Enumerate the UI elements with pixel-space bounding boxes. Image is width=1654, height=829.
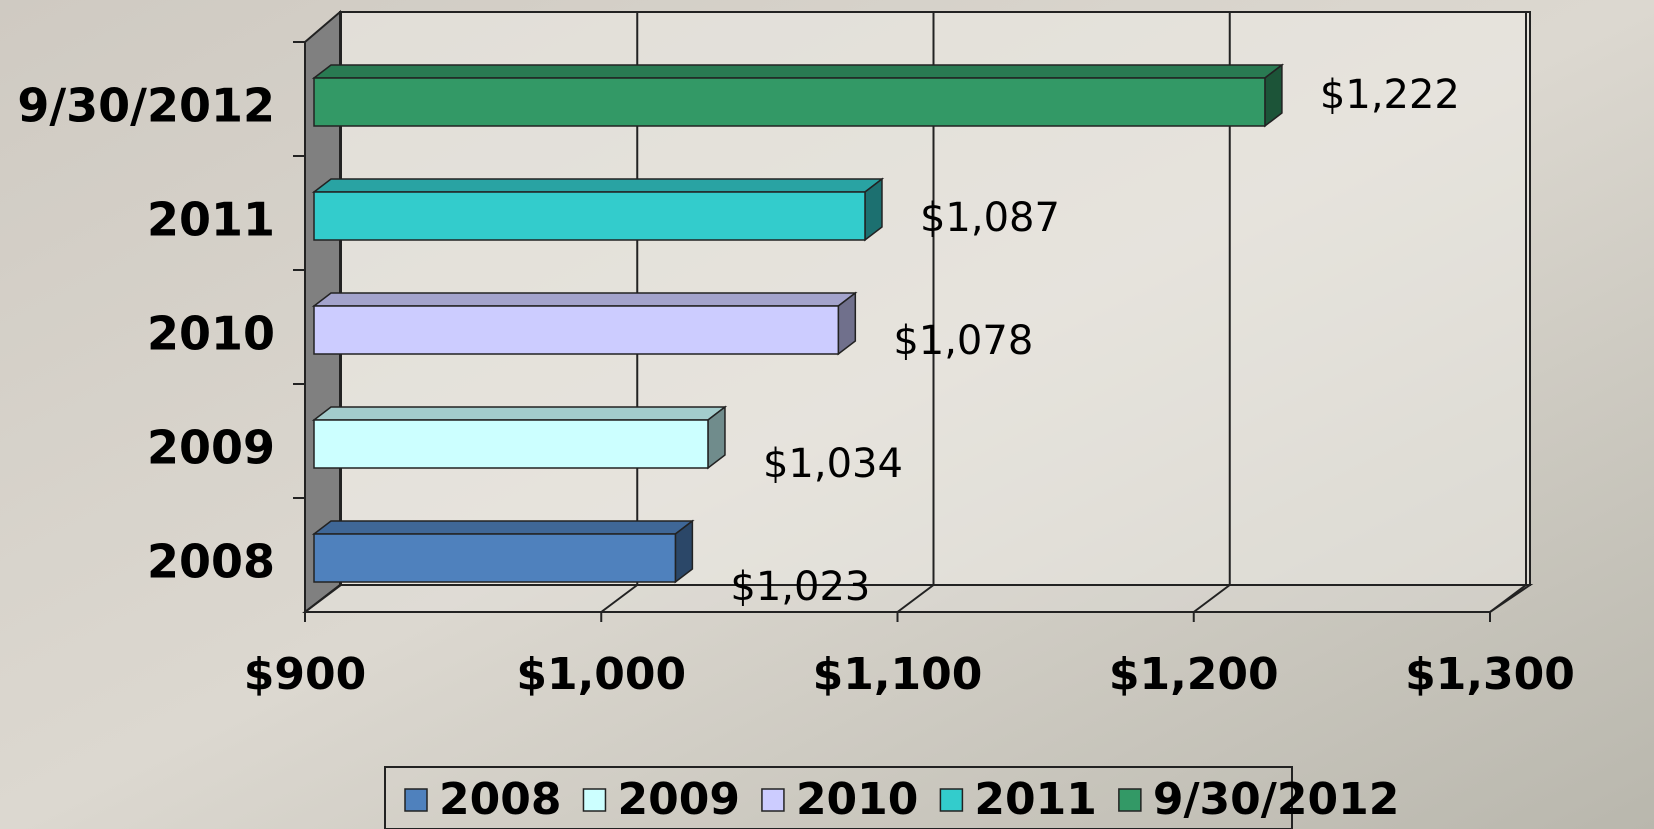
legend-box	[384, 766, 1293, 829]
y-tick-label: 2011	[147, 193, 275, 247]
legend-swatch	[404, 788, 428, 812]
bars	[311, 63, 1285, 584]
value-label: $1,222	[1320, 72, 1460, 118]
bar-face	[313, 305, 840, 355]
legend: 2008 2009 2010 2011 9/30/2012	[404, 774, 1399, 825]
bar-face	[313, 77, 1266, 127]
legend-swatch	[939, 788, 964, 812]
legend-swatch	[761, 788, 785, 812]
y-tick-label: 2008	[147, 535, 275, 589]
floor-grid-line	[896, 584, 935, 613]
x-tick-label: $900	[244, 649, 366, 700]
x-tick-label: $1,300	[1405, 649, 1575, 700]
y-tick-label: 2009	[147, 421, 275, 475]
legend-swatch	[1118, 788, 1142, 812]
bar-top	[311, 64, 1285, 79]
bar-top	[311, 520, 695, 535]
y-tick-label: 2010	[147, 307, 275, 361]
legend-label: 2009	[617, 774, 739, 825]
x-tick-label: $1,000	[516, 649, 686, 700]
floor-grid-line	[600, 584, 638, 613]
x-tick-label: $1,100	[813, 649, 983, 700]
bar	[311, 519, 695, 584]
bar-top	[311, 178, 885, 193]
y-tick-label: 9/30/2012	[17, 79, 275, 133]
floor	[302, 584, 1534, 613]
legend-label: 2010	[796, 774, 918, 825]
bar-face	[313, 419, 709, 469]
bar-face	[313, 533, 677, 583]
bar-top	[311, 406, 728, 421]
bar-top	[311, 292, 858, 307]
value-label: $1,087	[920, 195, 1060, 241]
bar	[311, 291, 858, 356]
bar	[311, 405, 728, 470]
legend-swatch	[582, 788, 607, 812]
legend-label: 2011	[974, 774, 1096, 825]
value-label: $1,023	[730, 564, 870, 610]
bar-face	[313, 191, 866, 241]
value-label: $1,034	[763, 441, 903, 487]
floor-grid-line	[1193, 584, 1231, 613]
bar	[311, 177, 885, 242]
floor-grid-line	[1489, 584, 1527, 613]
bar	[311, 63, 1285, 128]
legend-label: 9/30/2012	[1153, 774, 1399, 825]
x-tick-label: $1,200	[1109, 649, 1279, 700]
value-label: $1,078	[893, 318, 1033, 364]
floor-grid-line	[304, 584, 342, 613]
legend-label: 2008	[439, 774, 561, 825]
